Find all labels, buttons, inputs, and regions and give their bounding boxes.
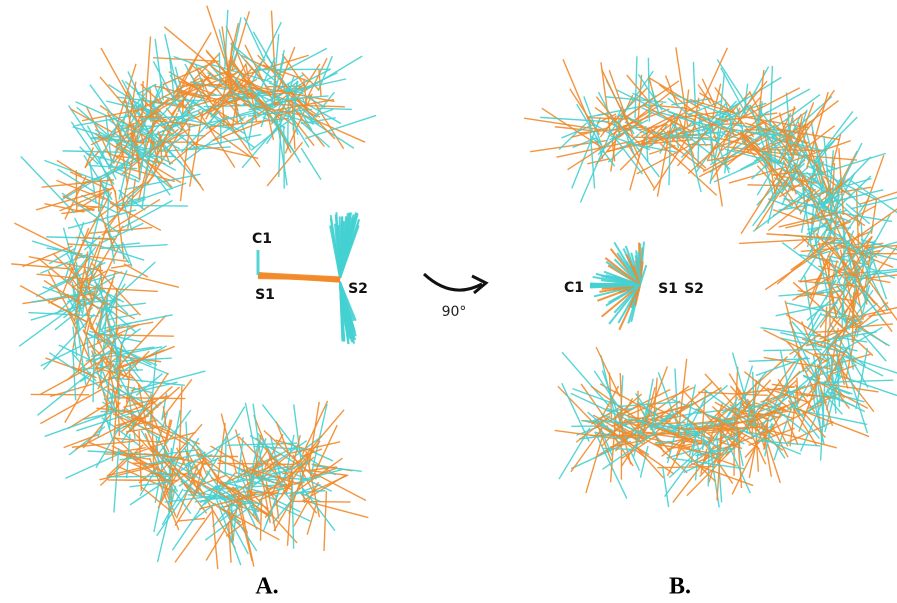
bond-line <box>596 347 620 396</box>
bond-line <box>108 480 179 481</box>
bond-line <box>65 451 125 478</box>
bond-line <box>665 461 691 497</box>
bond-line <box>110 398 186 399</box>
bond-line <box>763 350 822 351</box>
bond-line <box>813 331 843 332</box>
panel-label: A. <box>255 574 278 600</box>
bond-line <box>93 334 95 402</box>
bond-line <box>748 185 804 186</box>
bond-line <box>302 500 368 517</box>
annotation: S1 <box>658 281 678 297</box>
bond-line <box>244 17 265 61</box>
bond-line <box>57 160 82 176</box>
bond-line <box>108 191 109 217</box>
bond-line <box>274 118 301 163</box>
bond-line <box>309 402 319 466</box>
bond-line <box>276 422 290 457</box>
bond-line <box>213 407 245 460</box>
annotation: C1 <box>252 231 272 247</box>
bond-line <box>663 467 669 507</box>
bond-line <box>556 141 631 157</box>
bond-line <box>293 73 337 94</box>
annotation: S2 <box>348 281 368 297</box>
structure-ensemble-b <box>524 47 897 507</box>
bond-line <box>150 89 151 120</box>
bond-line <box>76 170 77 212</box>
bond-line <box>324 491 326 551</box>
bond-line <box>179 386 182 456</box>
bond-line <box>177 518 205 521</box>
bond-line <box>301 148 321 179</box>
bond-line <box>303 489 335 531</box>
bond-line <box>639 252 640 285</box>
annotation: S1 <box>255 287 275 303</box>
bond-line <box>204 105 253 106</box>
structure-ensemble-a <box>11 6 376 569</box>
bond-line <box>714 160 763 182</box>
page: {"panels": [ {"label": "A.", "annotation… <box>0 0 897 603</box>
annotation: S2 <box>684 281 704 297</box>
bond-line <box>38 372 91 415</box>
bond-line <box>586 437 602 493</box>
bond-line <box>825 307 827 348</box>
bond-line <box>590 285 640 286</box>
bond-line <box>530 140 607 151</box>
figure: 90° C1 S1 S2 C1 S1 S2 A. B. <box>0 0 897 603</box>
bond-line <box>212 505 218 569</box>
panel-label: B. <box>669 574 691 600</box>
rotation-label: 90° <box>442 304 467 320</box>
bond-line <box>860 182 897 204</box>
bond-line <box>584 96 605 153</box>
annotation: C1 <box>564 280 584 296</box>
bond-line <box>797 378 798 404</box>
bond-line <box>846 356 897 373</box>
bond-line <box>693 62 695 106</box>
